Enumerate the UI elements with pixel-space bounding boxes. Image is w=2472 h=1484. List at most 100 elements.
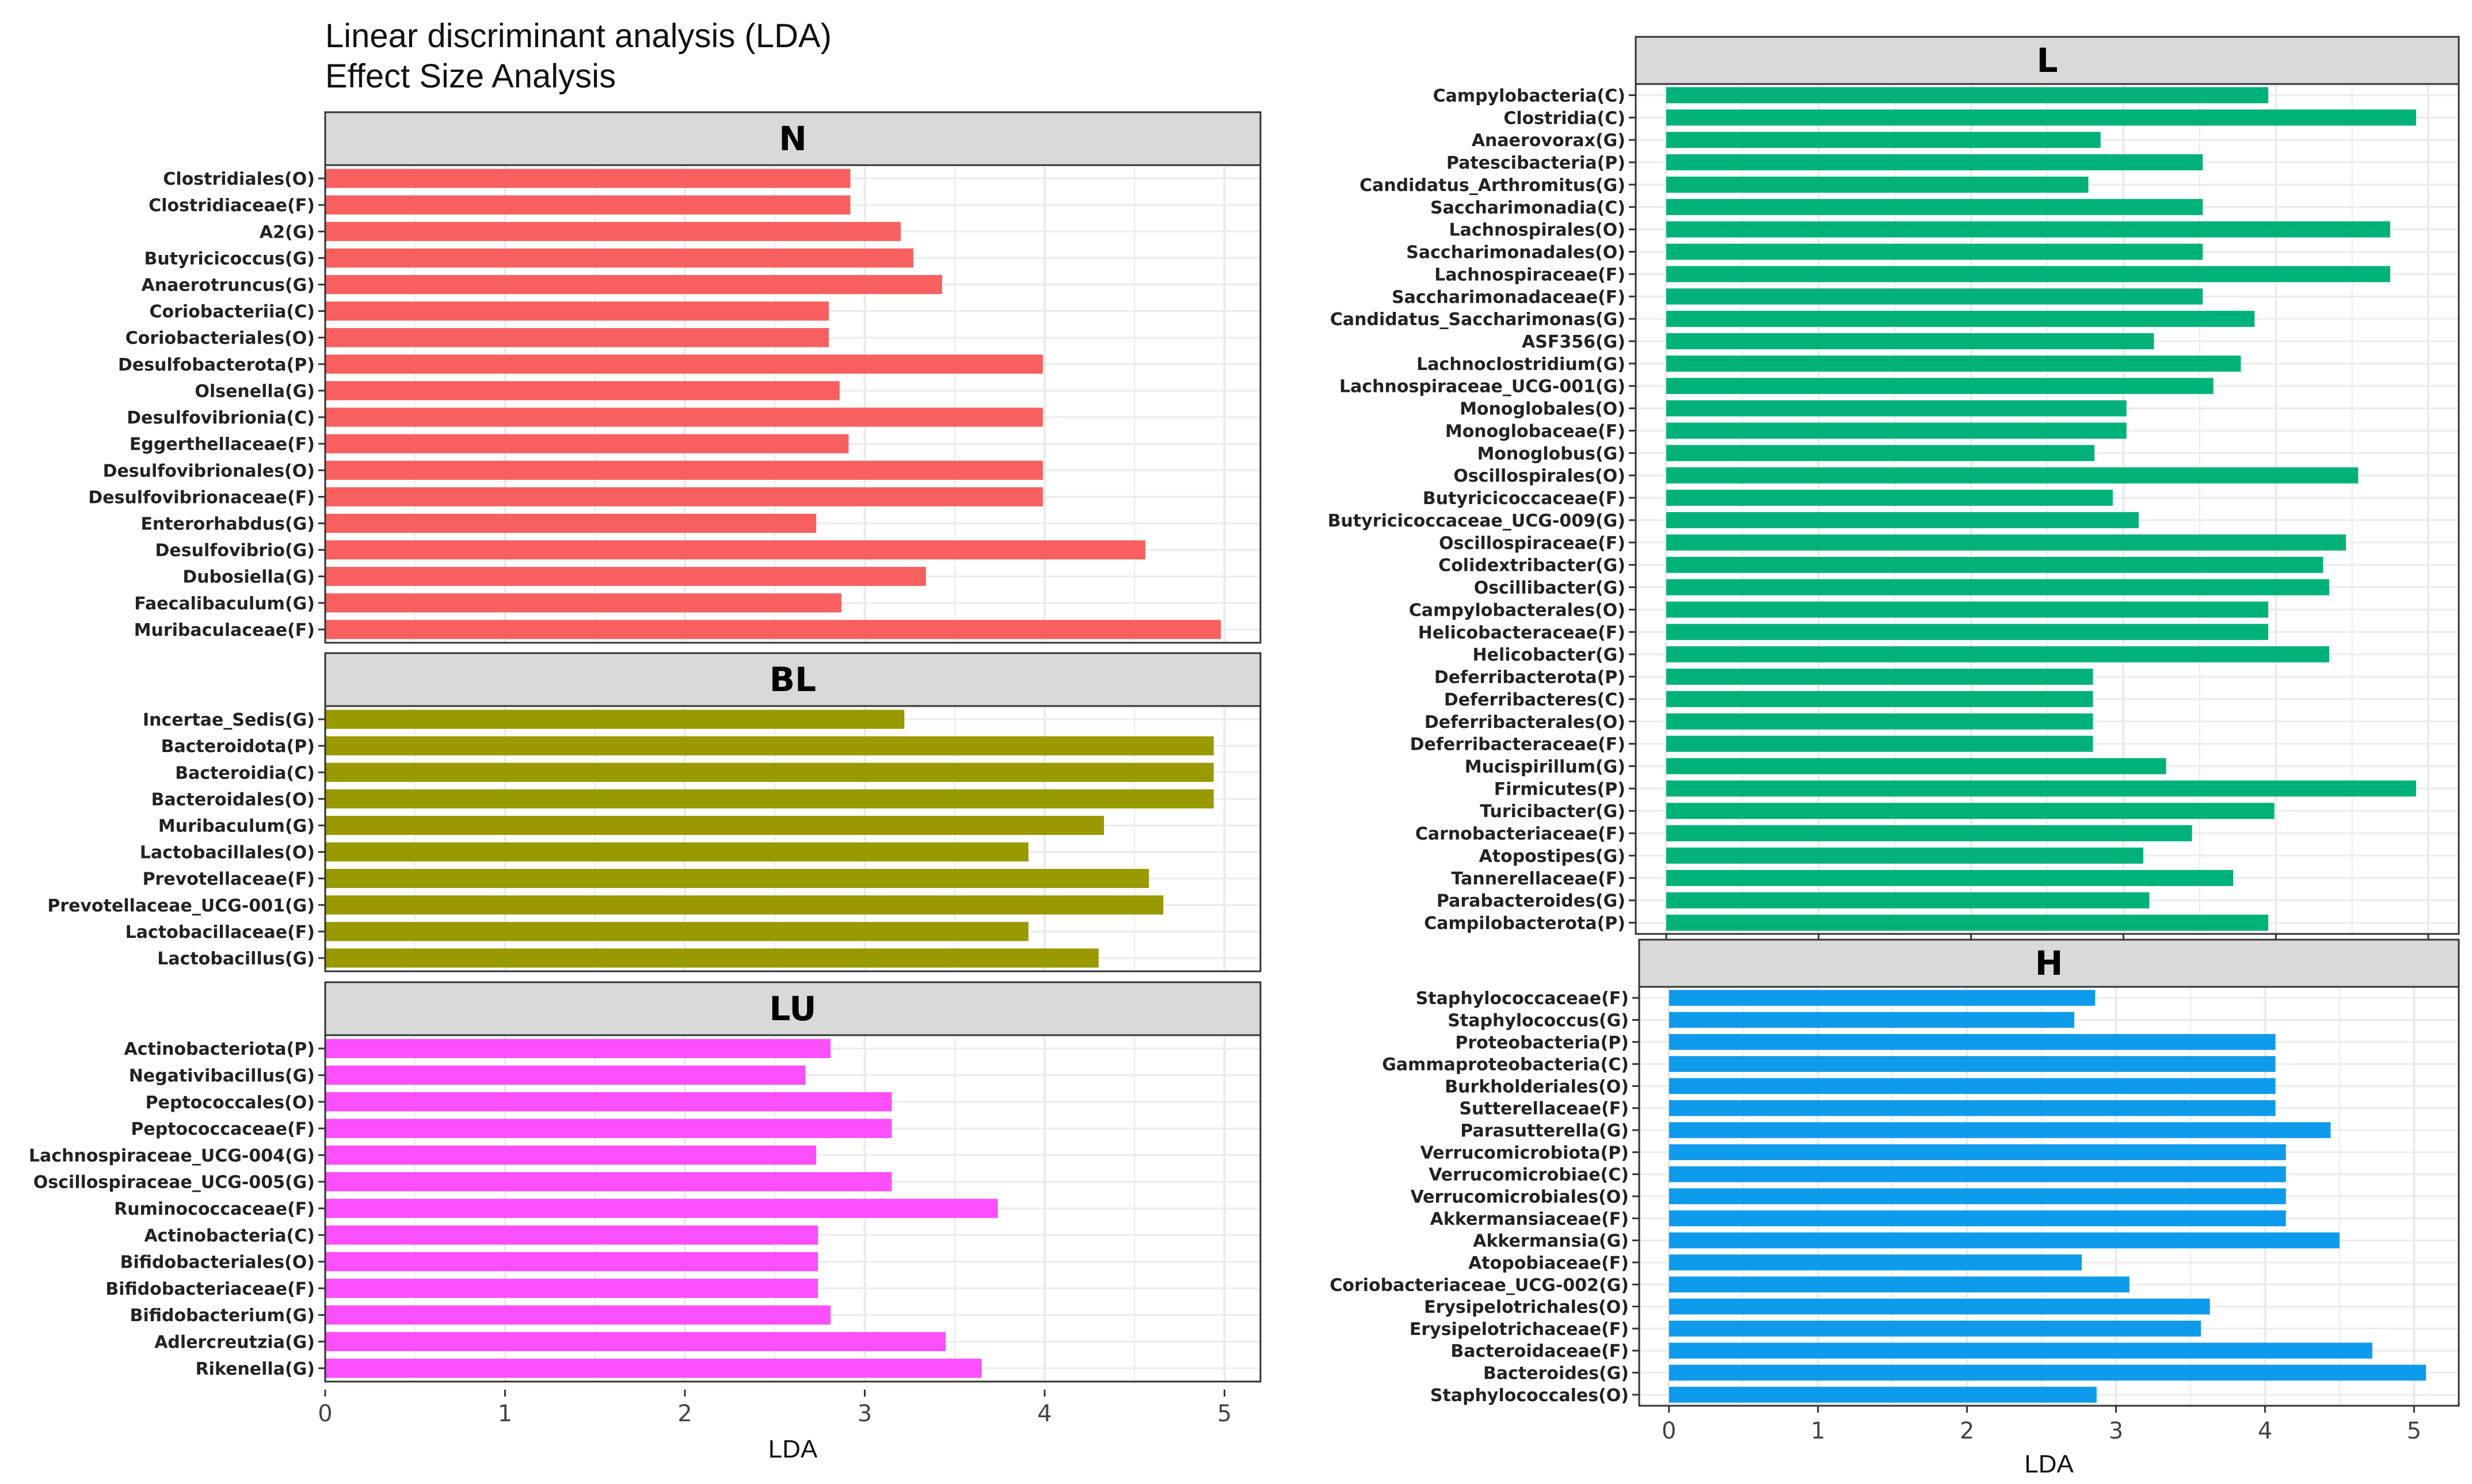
bar-dubosiella-g <box>325 567 926 586</box>
strip-bl <box>324 652 1262 707</box>
bar-campylobacteria-c <box>1666 87 2268 104</box>
category-label-deferribacteraceae-f: Deferribacteraceae(F) <box>1410 735 1625 755</box>
category-label-actinobacteriota-p: Actinobacteriota(P) <box>124 1039 315 1059</box>
panel-h: H Staphylococcaceae(F)Staphylococcus(G)Pr… <box>1330 939 2460 1478</box>
category-label-carnobacteriaceae-f: Carnobacteriaceae(F) <box>1415 824 1625 844</box>
bar-mucispirillum-g <box>1666 758 2166 775</box>
bar-atopobiaceae-f <box>1669 1254 2082 1271</box>
category-label-campilobacterota-p: Campilobacterota(P) <box>1424 914 1625 934</box>
bar-lachnospiraceae-f <box>1666 266 2390 283</box>
category-label-parasutterella-g: Parasutterella(G) <box>1460 1121 1629 1141</box>
category-label-campylobacteria-c: Campylobacteria(C) <box>1433 86 1625 106</box>
bar-lactobacillaceae-f <box>325 922 1029 941</box>
plot-area-n <box>325 165 1260 643</box>
category-label-peptococcaceae-f: Peptococcaceae(F) <box>131 1119 315 1139</box>
x-tick-label: 1 <box>498 1401 512 1427</box>
category-label-oscillibacter-g: Oscillibacter(G) <box>1474 578 1625 598</box>
x-axis-title: LDA <box>768 1435 818 1463</box>
category-label-akkermansiaceae-f: Akkermansiaceae(F) <box>1430 1209 1629 1229</box>
category-label-lachnospiraceae-ucg-004-g: Lachnospiraceae_UCG-004(G) <box>29 1146 315 1166</box>
x-tick-label: 4 <box>2258 1418 2272 1444</box>
category-label-atopobiaceae-f: Atopobiaceae(F) <box>1468 1253 1629 1273</box>
bar-lachnospiraceae-ucg-001-g <box>1666 377 2214 394</box>
x-tick-label: 2 <box>677 1401 692 1427</box>
panel-border <box>324 1034 1262 1383</box>
bar-monoglobus-g <box>1666 445 2095 461</box>
category-label-oscillospirales-o: Oscillospirales(O) <box>1453 466 1625 486</box>
bar-helicobacter-g <box>1666 646 2329 663</box>
category-label-candidatus-arthromitus-g: Candidatus_Arthromitus(G) <box>1359 176 1625 196</box>
bar-saccharimonadales-o <box>1666 243 2203 260</box>
category-label-actinobacteria-c: Actinobacteria(C) <box>144 1226 315 1246</box>
bar-colidextribacter-g <box>1666 556 2324 573</box>
bar-peptococcales-o <box>325 1092 892 1112</box>
bar-clostridiaceae-f <box>325 195 851 215</box>
bar-asf356-g <box>1666 333 2154 349</box>
bar-verrucomicrobiales-o <box>1669 1188 2286 1204</box>
bar-lactobacillales-o <box>325 842 1029 862</box>
bar-parabacteroides-g <box>1666 892 2150 909</box>
bar-oscillibacter-g <box>1666 579 2329 596</box>
category-label-coriobacteriales-o: Coriobacteriales(O) <box>125 329 315 349</box>
category-label-helicobacter-g: Helicobacter(G) <box>1473 645 1625 665</box>
bar-campylobacterales-o <box>1666 601 2268 618</box>
category-label-proteobacteria-p: Proteobacteria(P) <box>1455 1033 1629 1053</box>
x-axis-title: LDA <box>2024 1450 2074 1478</box>
category-label-oscillospiraceae-ucg-005-g: Oscillospiraceae_UCG-005(G) <box>33 1173 315 1193</box>
category-label-campylobacterales-o: Campylobacterales(O) <box>1409 600 1625 620</box>
bar-oscillospirales-o <box>1666 467 2359 484</box>
bar-staphylococcales-o <box>1669 1387 2097 1403</box>
category-label-parabacteroides-g: Parabacteroides(G) <box>1437 891 1625 911</box>
bar-butyricicoccus-g <box>325 248 913 268</box>
bar-coriobacteriales-o <box>325 328 829 348</box>
category-label-bacteroides-g: Bacteroides(G) <box>1483 1364 1629 1384</box>
bar-bifidobacterium-g <box>325 1305 831 1325</box>
category-label-prevotellaceae-f: Prevotellaceae(F) <box>143 869 315 890</box>
strip-n <box>324 111 1262 166</box>
category-label-ruminococcaceae-f: Ruminococcaceae(F) <box>114 1199 315 1219</box>
category-label-staphylococcus-g: Staphylococcus(G) <box>1448 1010 1629 1031</box>
category-label-lachnospirales-o: Lachnospirales(O) <box>1449 220 1625 241</box>
bar-clostridia-c <box>1666 109 2416 126</box>
x-tick-label: 3 <box>858 1401 872 1427</box>
category-label-enterorhabdus-g: Enterorhabdus(G) <box>140 514 315 535</box>
bar-coriobacteriia-c <box>325 302 829 321</box>
category-label-lactobacillales-o: Lactobacillales(O) <box>140 843 315 863</box>
bar-deferribacteres-c <box>1666 691 2093 707</box>
bar-candidatus-saccharimonas-g <box>1666 311 2255 327</box>
bar-anaerovorax-g <box>1666 132 2101 148</box>
category-label-oscillospiraceae-f: Oscillospiraceae(F) <box>1439 533 1625 554</box>
category-label-clostridiales-o: Clostridiales(O) <box>163 169 315 189</box>
category-label-lactobacillus-g: Lactobacillus(G) <box>157 949 315 969</box>
category-label-bifidobacteriaceae-f: Bifidobacteriaceae(F) <box>105 1279 315 1299</box>
strip-label-bl: BL <box>770 660 816 699</box>
bar-verrucomicrobiota-p <box>1669 1144 2286 1161</box>
category-label-prevotellaceae-ucg-001-g: Prevotellaceae_UCG-001(G) <box>47 896 315 916</box>
bar-butyricicoccaceae-f <box>1666 490 2113 506</box>
category-label-bifidobacterium-g: Bifidobacterium(G) <box>130 1306 315 1326</box>
panel-border <box>324 164 1262 644</box>
bar-campilobacterota-p <box>1666 914 2268 931</box>
category-label-asf356-g: ASF356(G) <box>1522 332 1625 352</box>
category-label-bifidobacteriales-o: Bifidobacteriales(O) <box>120 1253 315 1273</box>
panel-bl: BL Incertae_Sedis(G) Bacteroidota(P) Bacter… <box>47 652 1262 972</box>
category-label-deferribacterales-o: Deferribacterales(O) <box>1424 712 1625 733</box>
bar-negativibacillus-g <box>325 1065 806 1085</box>
category-label-peptococcales-o: Peptococcales(O) <box>146 1093 315 1113</box>
category-label-lachnospiraceae-f: Lachnospiraceae(F) <box>1434 265 1625 285</box>
category-label-staphylococcaceae-f: Staphylococcaceae(F) <box>1416 989 1629 1009</box>
bar-bifidobacteriaceae-f <box>325 1279 818 1298</box>
bar-lachnoclostridium-g <box>1666 355 2241 372</box>
bar-olsenella-g <box>325 381 840 400</box>
bar-akkermansiaceae-f <box>1669 1210 2286 1227</box>
category-label-dubosiella-g: Dubosiella(G) <box>182 567 315 588</box>
category-label-lachnospiraceae-ucg-001-g: Lachnospiraceae_UCG-001(G) <box>1339 377 1625 397</box>
category-label-butyricicoccaceae-ucg-009-g: Butyricicoccaceae_UCG-009(G) <box>1328 511 1625 531</box>
panel-border <box>1638 986 2460 1407</box>
bar-desulfovibrionales-o <box>325 460 1043 480</box>
category-label-muribaculum-g: Muribaculum(G) <box>158 816 315 836</box>
category-label-mucispirillum-g: Mucispirillum(G) <box>1465 757 1625 777</box>
bar-anaerotruncus-g <box>325 274 942 295</box>
strip-lu <box>324 981 1262 1036</box>
